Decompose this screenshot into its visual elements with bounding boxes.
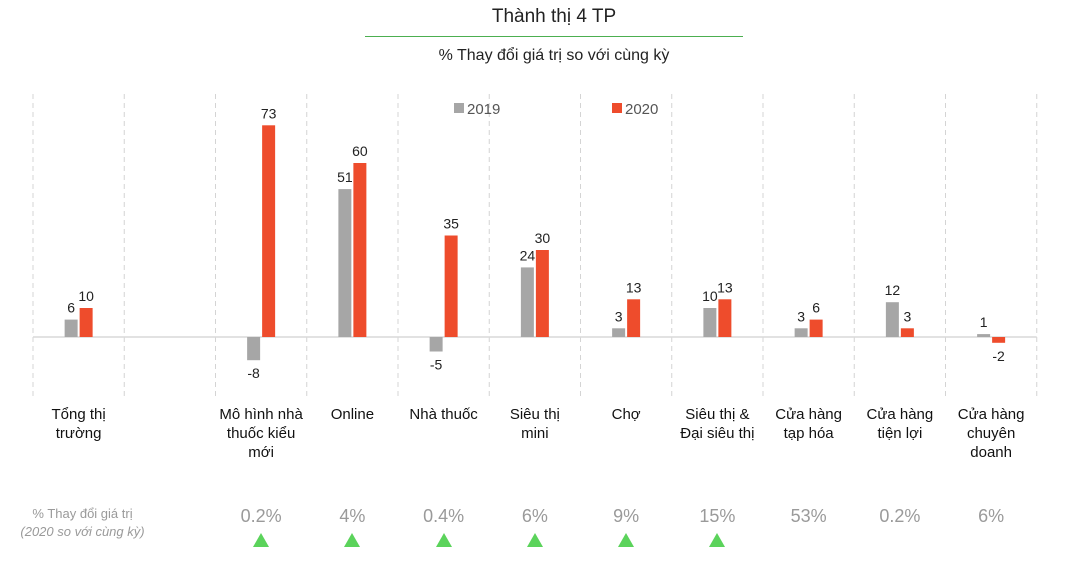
data-label-2019: 51 <box>337 169 353 185</box>
category-label: Cửa hàng tạp hóa <box>754 405 864 443</box>
category-label-line: mới <box>248 444 274 461</box>
data-label-2019: 1 <box>980 314 988 330</box>
category-label: Siêu thị mini <box>480 405 590 443</box>
category-label: Online <box>297 405 407 424</box>
bar-2020 <box>627 299 641 337</box>
data-label-2020: -2 <box>992 348 1005 364</box>
category-label-line: Cửa hàng <box>775 406 842 423</box>
bar-2020 <box>353 163 367 337</box>
bar-2019 <box>612 328 626 337</box>
data-label-2019: 24 <box>520 247 536 263</box>
category-label-line: Cửa hàng <box>957 406 1025 423</box>
footer-label-line1: % Thay đổi giá trị <box>32 506 133 521</box>
legend-swatch-2020 <box>612 103 622 113</box>
category-label: Mô hình nhà thuốc kiểu mới <box>206 405 316 462</box>
bar-2020 <box>79 308 93 337</box>
chart-title: Thành thị 4 TP <box>491 6 617 27</box>
category-label-line: Mô hình nhà <box>219 406 303 423</box>
footer-pct-value: 0.2% <box>879 506 921 526</box>
category-label-line: Siêu thị & <box>685 406 750 423</box>
category-label-line: Siêu thị <box>509 406 560 423</box>
bar-2019 <box>64 319 78 337</box>
category-label-line: tạp hóa <box>783 425 834 442</box>
footer-pct-value: 0.4% <box>423 506 465 526</box>
up-triangle-icon <box>709 533 726 547</box>
up-triangle-icon <box>618 533 635 547</box>
data-label-2020: 13 <box>626 279 642 295</box>
data-label-2019: 10 <box>702 288 718 304</box>
footer-label: % Thay đổi giá trị (2020 so với cùng kỳ) <box>0 505 165 541</box>
bar-2020 <box>262 125 276 337</box>
category-label: Tổng thị trường <box>24 405 134 443</box>
title-underline <box>365 36 743 37</box>
bar-2019 <box>977 334 991 337</box>
footer-pct-value: 6% <box>521 506 548 526</box>
bar-2020 <box>718 299 732 337</box>
data-label-2019: -5 <box>430 357 443 373</box>
bar-2019 <box>520 267 534 337</box>
footer-pct-value: 0.2% <box>240 506 282 526</box>
category-label-line: Tổng thị <box>51 406 106 423</box>
category-label-line: Cửa hàng <box>866 406 934 423</box>
bar-2019 <box>885 302 899 337</box>
data-label-2020: 35 <box>443 216 459 232</box>
footer-pct-value: 6% <box>978 506 1005 526</box>
category-label-line: Chợ <box>611 406 641 423</box>
footer-pct-value: 53% <box>790 506 827 526</box>
bar-2019 <box>794 328 808 337</box>
data-label-2019: 3 <box>797 308 805 324</box>
data-label-2020: 3 <box>903 308 911 324</box>
footer-pct-value: 4% <box>339 506 366 526</box>
category-label-line: Đại siêu thị <box>680 425 755 442</box>
category-label: Chợ <box>571 405 681 424</box>
data-label-2020: 30 <box>535 230 551 246</box>
category-label: Cửa hàng chuyên doanh <box>936 405 1046 462</box>
up-triangle-icon <box>344 533 361 547</box>
category-label-line: trường <box>55 425 102 442</box>
footer-pct-value: 15% <box>699 506 736 526</box>
category-label-line: Nhà thuốc <box>409 406 478 423</box>
category-label-line: doanh <box>970 444 1012 461</box>
footer-pct-value: 9% <box>613 506 640 526</box>
bar-2020 <box>535 250 549 337</box>
chart-subtitle: % Thay đổi giá trị so với cùng kỳ <box>438 47 670 64</box>
legend-label-2019: 2019 <box>467 101 500 118</box>
category-label: Cửa hàng tiện lợi <box>845 405 955 443</box>
category-label-line: mini <box>521 425 549 442</box>
bar-2019 <box>338 189 352 337</box>
legend-swatch-2019 <box>454 103 464 113</box>
data-label-2019: -8 <box>247 365 260 381</box>
data-label-2019: 12 <box>885 282 901 298</box>
data-label-2020: 13 <box>717 279 733 295</box>
category-label-line: Online <box>330 406 375 423</box>
data-label-2020: 60 <box>352 143 368 159</box>
footer-label-line2: (2020 so với cùng kỳ) <box>20 524 145 539</box>
bar-2019 <box>247 337 261 361</box>
bar-2020 <box>809 319 823 337</box>
bar-2020 <box>992 337 1006 343</box>
category-label-line: chuyên <box>966 425 1016 442</box>
category-label: Nhà thuốc <box>389 405 499 424</box>
up-triangle-icon <box>526 533 543 547</box>
up-triangle-icon <box>253 533 270 547</box>
category-label-line: thuốc kiểu <box>226 425 296 442</box>
bar-2019 <box>429 337 443 352</box>
data-label-2019: 3 <box>615 308 623 324</box>
bar-2020 <box>900 328 914 337</box>
data-label-2020: 6 <box>812 300 820 316</box>
up-triangle-icon <box>435 533 452 547</box>
bar-2019 <box>703 308 717 337</box>
bar-2020 <box>444 235 458 337</box>
legend-label-2020: 2020 <box>625 101 658 118</box>
data-label-2020: 10 <box>78 288 94 304</box>
data-label-2020: 73 <box>261 105 277 121</box>
category-label-line: tiện lợi <box>877 425 923 442</box>
category-label: Siêu thị & Đại siêu thị <box>662 405 772 443</box>
data-label-2019: 6 <box>67 300 75 316</box>
